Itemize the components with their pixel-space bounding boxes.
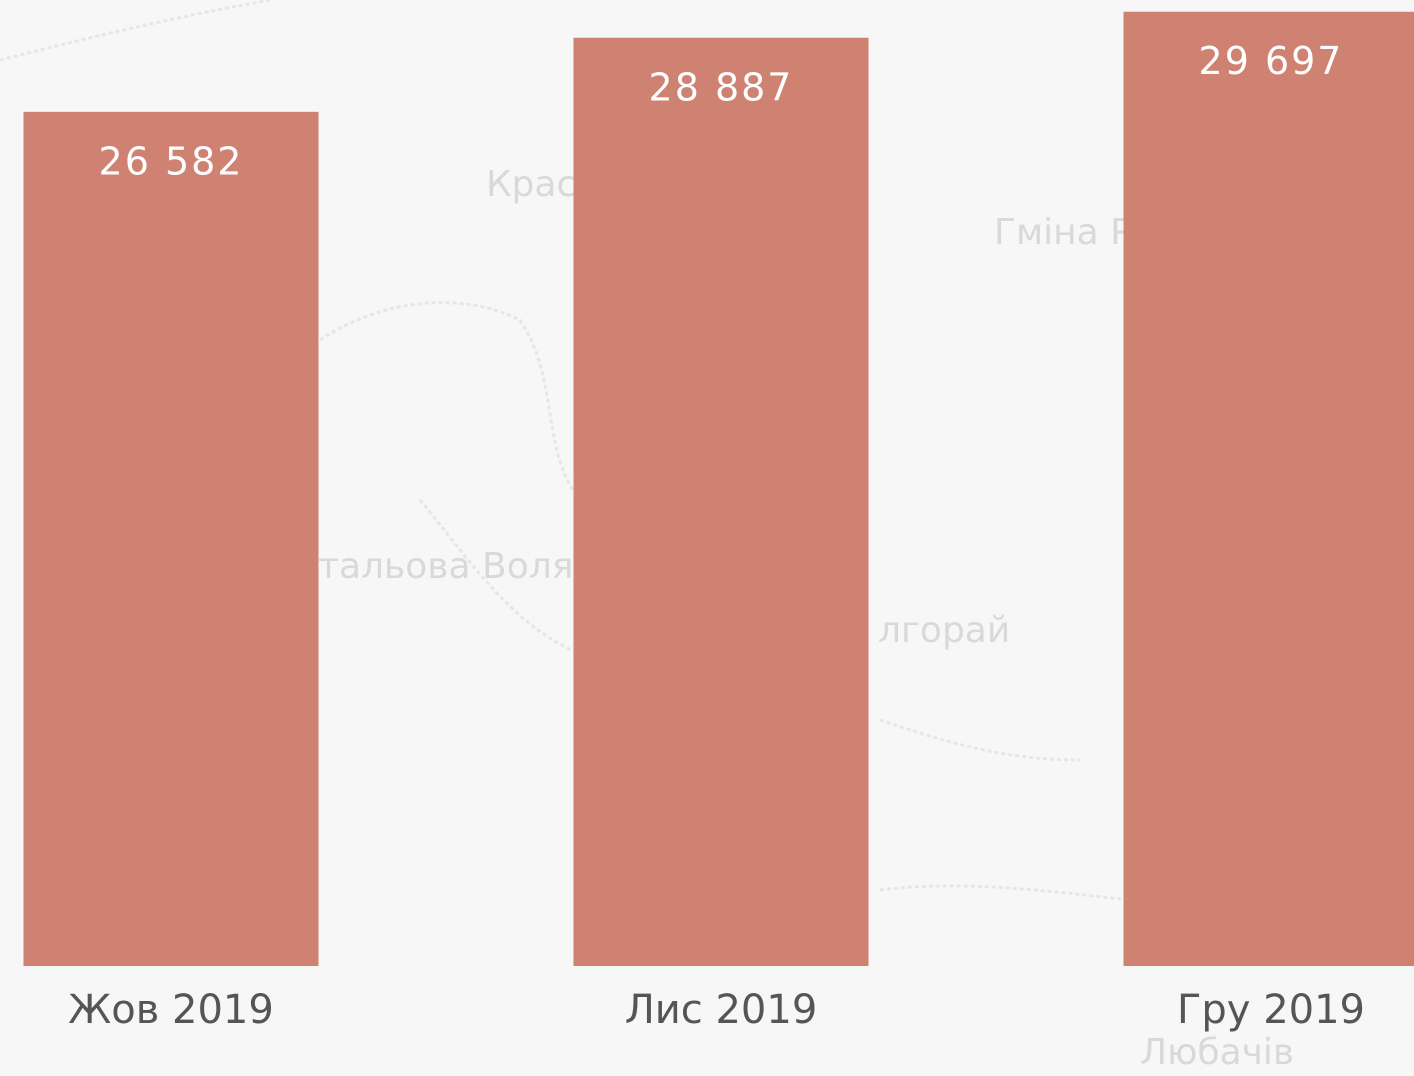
map-road	[0, 0, 271, 62]
bar	[573, 37, 869, 966]
map-label: тальова Воля	[318, 546, 573, 587]
map-label: Любачів	[1140, 1032, 1294, 1073]
map-road	[319, 301, 582, 501]
value-label: 26 582	[99, 139, 244, 183]
value-label: 28 887	[649, 65, 794, 109]
map-road	[879, 884, 1131, 902]
x-tick-label: Жов 2019	[68, 987, 274, 1033]
bar	[1123, 11, 1414, 967]
map-background: Крас Гміна Р тальова Воля лгорай Любачів	[0, 0, 1294, 1073]
map-road	[418, 499, 601, 662]
value-label: 29 697	[1199, 39, 1344, 83]
map-label: лгорай	[878, 610, 1010, 651]
map-label: Гміна Р	[994, 212, 1132, 253]
x-tick-label: Лис 2019	[625, 987, 818, 1033]
map-road	[879, 718, 1081, 762]
bar	[23, 111, 319, 967]
map-label: Крас	[486, 164, 576, 205]
x-tick-label: Гру 2019	[1177, 987, 1365, 1033]
